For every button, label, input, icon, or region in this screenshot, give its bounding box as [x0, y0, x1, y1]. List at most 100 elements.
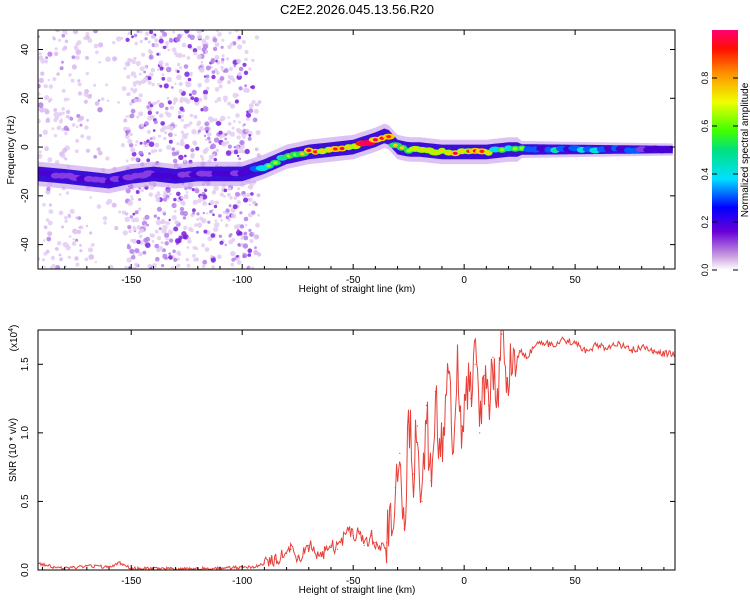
noise-dot [181, 201, 186, 206]
snr-point [574, 343, 576, 345]
noise-dot [247, 248, 253, 253]
noise-dot [182, 54, 186, 58]
noise-dot [162, 31, 168, 37]
noise-dot [131, 59, 136, 65]
ridge-core [339, 146, 345, 151]
noise-dot [196, 212, 200, 216]
noise-dot [96, 204, 102, 209]
noise-dot [242, 253, 248, 259]
snr-point [630, 350, 632, 352]
noise-dot [183, 194, 189, 200]
noise-dot [176, 62, 181, 67]
noise-dot [234, 99, 239, 104]
noise-dot [176, 74, 182, 81]
noise-dot [257, 214, 260, 217]
noise-dot [128, 142, 134, 148]
noise-dot [224, 223, 229, 228]
ridge-core [352, 144, 358, 148]
noise-dot [210, 233, 216, 238]
noise-dot [233, 145, 237, 149]
noise-dot [201, 264, 206, 269]
noise-dot [132, 266, 137, 269]
noise-dot [128, 132, 132, 135]
noise-dot [136, 115, 140, 119]
noise-dot [218, 130, 223, 135]
noise-dot [124, 265, 128, 269]
noise-dot [158, 148, 163, 153]
noise-dot [187, 124, 191, 127]
noise-dot [190, 96, 195, 100]
noise-dot [180, 33, 184, 37]
noise-dot [155, 256, 160, 262]
noise-dot [175, 151, 179, 156]
noise-dot [196, 30, 202, 34]
snr-point [663, 352, 665, 354]
noise-dot [38, 77, 44, 83]
noise-dot [225, 215, 230, 220]
ridge-core [479, 149, 485, 153]
noise-dot [139, 66, 145, 72]
noise-dot [70, 78, 75, 83]
spectrogram-x-label: Height of straight line (km) [299, 284, 416, 295]
noise-dot [148, 192, 153, 197]
noise-dot [227, 101, 232, 106]
noise-dot [127, 243, 130, 247]
noise-dot [238, 86, 243, 91]
noise-dot [243, 235, 249, 241]
noise-dot [41, 258, 46, 262]
noise-dot [145, 242, 151, 248]
noise-dot [209, 210, 213, 214]
noise-dot [125, 132, 129, 136]
noise-dot [139, 141, 143, 145]
figure-title: C2E2.2026.045.13.56.R20 [280, 2, 434, 17]
noise-dot [227, 45, 232, 50]
noise-dot [237, 187, 241, 191]
noise-dot [197, 132, 200, 135]
noise-dot [187, 237, 191, 241]
noise-dot [210, 257, 216, 263]
noise-dot [211, 70, 216, 74]
noise-dot [225, 150, 232, 156]
noise-dot [180, 114, 184, 118]
noise-dot [184, 71, 190, 77]
noise-dot [183, 97, 188, 102]
noise-dot [77, 216, 82, 220]
noise-dot [102, 216, 108, 221]
noise-dot [65, 32, 68, 35]
snr-point [465, 384, 467, 386]
noise-dot [69, 116, 74, 121]
noise-dot [166, 76, 172, 83]
noise-dot [232, 204, 238, 210]
snr-point [514, 366, 516, 368]
noise-dot [226, 57, 230, 61]
noise-dot [213, 190, 216, 194]
noise-dot [202, 106, 209, 112]
noise-dot [43, 265, 46, 268]
noise-dot [174, 238, 181, 244]
noise-dot [183, 225, 188, 230]
noise-dot [220, 65, 224, 70]
noise-dot [162, 224, 168, 231]
ridge-core [486, 151, 492, 155]
noise-dot [168, 218, 171, 222]
spectrogram-frame [37, 29, 676, 270]
noise-dot [147, 129, 151, 134]
noise-dot [38, 52, 42, 56]
noise-dot [54, 51, 59, 56]
noise-dot [169, 125, 174, 131]
noise-dot [227, 144, 232, 149]
snr-point [385, 542, 388, 544]
noise-dot [94, 101, 100, 106]
noise-dot [243, 70, 249, 76]
noise-dot [147, 80, 152, 85]
ridge-core [273, 161, 278, 165]
noise-dot [88, 254, 94, 260]
noise-dot [59, 257, 63, 262]
noise-dot [205, 65, 211, 71]
noise-dot [125, 37, 130, 43]
noise-dot [58, 210, 64, 216]
snr-point [394, 487, 396, 489]
ridge-core [439, 149, 445, 153]
noise-dot [73, 230, 79, 235]
noise-dot [156, 236, 162, 241]
